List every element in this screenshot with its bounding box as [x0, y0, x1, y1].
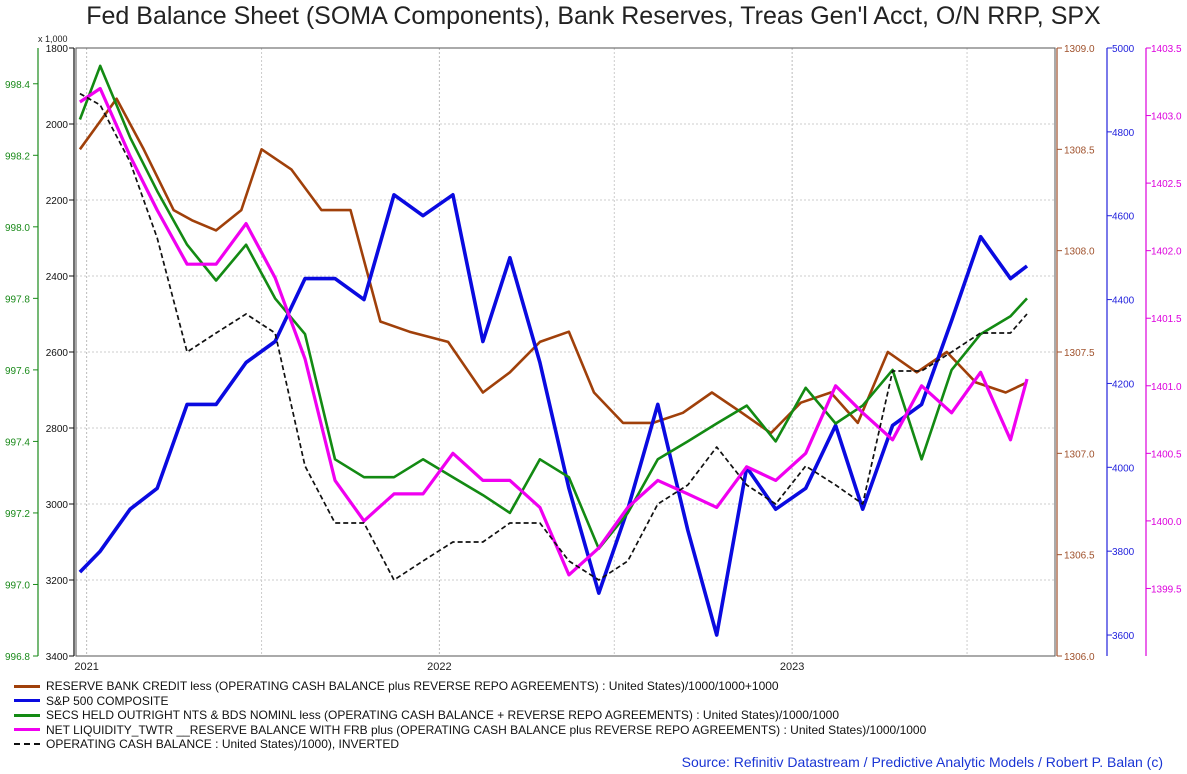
y-tick-label-left_inner: 2800: [46, 424, 69, 435]
y-tick-label-left_outer: 997.0: [5, 580, 30, 591]
y-tick-label-right_2: 4200: [1112, 379, 1135, 390]
legend-swatch: [14, 713, 40, 717]
y-tick-label-right_3: 1399.5: [1151, 584, 1182, 595]
series-line-5: [79, 92, 1028, 581]
legend-swatch: [14, 743, 40, 746]
legend-swatch: [14, 684, 40, 688]
legend-item: OPERATING CASH BALANCE : United States)/…: [14, 737, 926, 752]
y-tick-label-right_1: 1308.0: [1064, 247, 1095, 258]
y-tick-label-left_inner: 3000: [46, 500, 69, 511]
x-tick-label: 2021: [74, 661, 98, 673]
legend-swatch: [14, 728, 40, 732]
y-tick-label-right_3: 1402.0: [1151, 247, 1182, 258]
y-tick-label-right_2: 4800: [1112, 128, 1135, 139]
y-tick-label-right_1: 1308.5: [1064, 145, 1095, 156]
legend-label: RESERVE BANK CREDIT less (OPERATING CASH…: [46, 679, 779, 693]
y-tick-label-left_inner: 2200: [46, 196, 69, 207]
x-tick-label: 2022: [427, 661, 451, 673]
legend-label: SECS HELD OUTRIGHT NTS & BDS NOMINL less…: [46, 708, 840, 722]
legend-item: RESERVE BANK CREDIT less (OPERATING CASH…: [14, 679, 926, 694]
y-tick-label-left_outer: 998.0: [5, 223, 30, 234]
series-line-1: [78, 97, 1028, 435]
y-tick-label-left_inner: 2000: [46, 120, 69, 131]
y-tick-label-left_inner: 2400: [46, 272, 69, 283]
y-tick-label-left_outer: 998.2: [5, 151, 30, 162]
y-tick-label-right_3: 1401.5: [1151, 314, 1182, 325]
x-tick-label: 2023: [780, 661, 804, 673]
y-tick-label-left_inner: 1800: [46, 44, 69, 55]
series-line-4: [79, 86, 1029, 577]
y-tick-label-right_2: 4600: [1112, 212, 1135, 223]
y-tick-label-right_1: 1306.0: [1064, 652, 1095, 663]
legend-label: NET LIQUIDITY_TWTR __RESERVE BALANCE WIT…: [46, 722, 927, 737]
y-tick-label-left_inner: 3400: [46, 652, 69, 663]
y-tick-label-right_3: 1400.0: [1151, 517, 1182, 528]
series-line-3: [78, 64, 1028, 551]
y-tick-label-right_2: 4000: [1112, 463, 1135, 474]
y-tick-label-left_inner: 3200: [46, 576, 69, 587]
y-tick-label-right_1: 1307.5: [1064, 348, 1095, 359]
legend-label: S&P 500 COMPOSITE: [46, 693, 169, 708]
y-tick-label-right_3: 1401.0: [1151, 382, 1182, 393]
source-note: Source: Refinitiv Datastream / Predictiv…: [681, 754, 1163, 770]
y-tick-label-right_1: 1309.0: [1064, 44, 1095, 55]
legend-item: NET LIQUIDITY_TWTR __RESERVE BALANCE WIT…: [14, 723, 926, 738]
chart-title: Fed Balance Sheet (SOMA Components), Ban…: [86, 2, 1101, 30]
y-tick-label-right_2: 5000: [1112, 44, 1135, 55]
y-tick-label-right_3: 1403.0: [1151, 112, 1182, 123]
y-tick-label-right_1: 1307.0: [1064, 449, 1095, 460]
plot-frame: [75, 47, 1056, 657]
legend-swatch: [14, 699, 40, 703]
y-tick-label-right_2: 4400: [1112, 296, 1135, 307]
y-tick-label-right_3: 1400.5: [1151, 449, 1182, 460]
y-tick-label-right_2: 3600: [1112, 631, 1135, 642]
legend-item: SECS HELD OUTRIGHT NTS & BDS NOMINL less…: [14, 708, 926, 723]
series-line-2: [78, 193, 1029, 637]
y-tick-label-left_outer: 996.8: [5, 652, 30, 663]
y-tick-label-left_outer: 998.4: [5, 80, 30, 91]
y-tick-label-right_1: 1306.5: [1064, 551, 1095, 562]
legend-item: S&P 500 COMPOSITE: [14, 694, 926, 709]
y-tick-label-left_outer: 997.6: [5, 366, 30, 377]
y-tick-label-left_outer: 997.4: [5, 437, 30, 448]
y-tick-label-left_outer: 997.2: [5, 509, 30, 520]
y-tick-label-right_3: 1402.5: [1151, 179, 1182, 190]
y-tick-label-right_2: 3800: [1112, 547, 1135, 558]
y-tick-label-left_outer: 997.8: [5, 294, 30, 305]
y-tick-label-left_inner: 2600: [46, 348, 69, 359]
axis-multiplier-label: x 1,000: [38, 34, 68, 44]
y-tick-label-right_3: 1403.5: [1151, 44, 1182, 55]
legend-label: OPERATING CASH BALANCE : United States)/…: [46, 737, 400, 751]
legend: RESERVE BANK CREDIT less (OPERATING CASH…: [14, 679, 926, 752]
